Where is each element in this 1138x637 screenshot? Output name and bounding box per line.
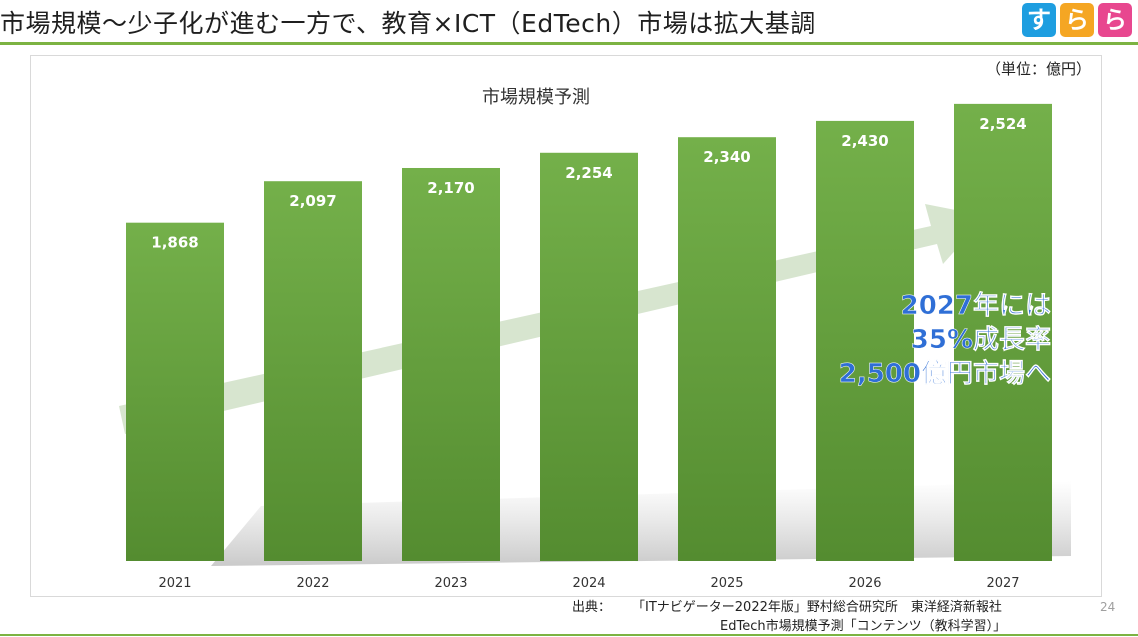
unit-label: （単位：億円） [986, 60, 1091, 78]
logo-tile-1: す [1022, 3, 1056, 37]
value-label-2022: 2,097 [289, 192, 336, 210]
category-label-2023: 2023 [434, 576, 467, 591]
title-underline [0, 42, 1138, 45]
category-label-2027: 2027 [986, 576, 1019, 591]
slide-title: 市場規模〜少子化が進む一方で、教育×ICT（EdTech）市場は拡大基調 [0, 9, 816, 38]
logo-tile-3: ら [1098, 3, 1132, 37]
logo-tile-2: ら [1060, 3, 1094, 37]
chart-frame: 1,868 2021 2,097 2022 2,170 2023 2,254 2024 2,34… [30, 55, 1102, 597]
value-label-2024: 2,254 [565, 164, 612, 182]
category-label-2024: 2024 [572, 576, 605, 591]
source-citation: 出典： 「ITナビゲーター2022年版」野村総合研究所 東洋経済新報社 EdTec… [572, 598, 1006, 636]
bar-2021 [126, 222, 224, 561]
value-label-2023: 2,170 [427, 179, 474, 197]
value-label-2027: 2,524 [979, 115, 1026, 133]
value-label-2021: 1,868 [151, 234, 198, 252]
source-label: 出典： [572, 600, 612, 615]
bar-2025 [678, 137, 776, 561]
source-text-2: EdTech市場規模予測「コンテンツ（教科学習）」 [720, 619, 1007, 634]
page-number: 24 [1100, 600, 1116, 614]
category-label-2026: 2026 [848, 576, 881, 591]
source-text-1: 「ITナビゲーター2022年版」野村総合研究所 東洋経済新報社 [632, 600, 1002, 615]
category-label-2022: 2022 [296, 576, 329, 591]
callout-line-1: 2027年には [901, 290, 1051, 321]
bar-2023 [402, 167, 500, 561]
brand-logo: す ら ら [1022, 3, 1132, 37]
callout-line-3: 2,500億円市場へ [839, 358, 1051, 389]
bar-2026 [816, 120, 914, 562]
bottom-rule [0, 634, 1138, 636]
callout-line-2: 35%成長率 [911, 324, 1051, 355]
value-label-2026: 2,430 [841, 132, 888, 150]
category-label-2021: 2021 [158, 576, 191, 591]
chart-title: 市場規模予測 [482, 87, 590, 108]
category-label-2025: 2025 [710, 576, 743, 591]
bar-2022 [264, 181, 362, 561]
bar-2027 [954, 103, 1052, 562]
bar-2024 [540, 152, 638, 561]
market-size-bar-chart: 1,868 2021 2,097 2022 2,170 2023 2,254 2024 2,34… [119, 60, 1091, 591]
source-line-1: 出典： 「ITナビゲーター2022年版」野村総合研究所 東洋経済新報社 [572, 598, 1006, 617]
value-label-2025: 2,340 [703, 148, 750, 166]
